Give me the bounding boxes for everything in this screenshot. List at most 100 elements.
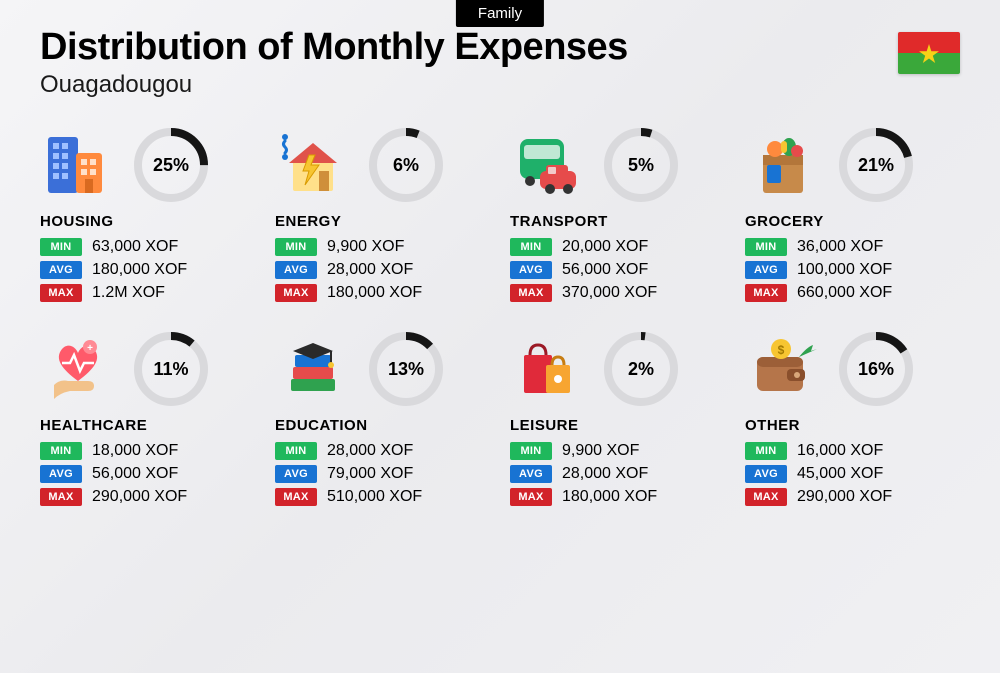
min-value: 16,000 XOF — [797, 442, 883, 460]
min-tag: MIN — [40, 238, 82, 256]
stat-max: MAX 180,000 XOF — [510, 488, 725, 506]
avg-tag: AVG — [40, 465, 82, 483]
stat-max: MAX 290,000 XOF — [40, 488, 255, 506]
min-value: 18,000 XOF — [92, 442, 178, 460]
percent-label: 6% — [369, 128, 443, 202]
max-tag: MAX — [745, 284, 787, 302]
bus-car-icon — [510, 127, 586, 203]
page-title: Distribution of Monthly Expenses — [40, 26, 628, 69]
percent-donut: 5% — [604, 128, 678, 202]
heart-hand-icon: + — [40, 331, 116, 407]
stat-min: MIN 9,900 XOF — [275, 238, 490, 256]
avg-tag: AVG — [275, 465, 317, 483]
max-tag: MAX — [745, 488, 787, 506]
svg-text:+: + — [87, 343, 93, 354]
page-subtitle: Ouagadougou — [40, 71, 628, 99]
card-top: 5% — [510, 127, 725, 203]
percent-label: 11% — [134, 332, 208, 406]
max-value: 180,000 XOF — [327, 284, 422, 302]
max-tag: MAX — [40, 284, 82, 302]
avg-tag: AVG — [745, 261, 787, 279]
max-value: 1.2M XOF — [92, 284, 165, 302]
card-top: 21% — [745, 127, 960, 203]
category-card-healthcare: + 11% HEALTHCARE MIN 18,000 XOF AVG 56,0… — [40, 331, 255, 511]
category-name: TRANSPORT — [510, 213, 725, 230]
category-card-education: 13% EDUCATION MIN 28,000 XOF AVG 79,000 … — [275, 331, 490, 511]
grad-books-icon — [275, 331, 351, 407]
category-name: HEALTHCARE — [40, 417, 255, 434]
stat-avg: AVG 79,000 XOF — [275, 465, 490, 483]
avg-value: 28,000 XOF — [327, 261, 413, 279]
max-tag: MAX — [40, 488, 82, 506]
avg-tag: AVG — [745, 465, 787, 483]
avg-value: 79,000 XOF — [327, 465, 413, 483]
grocery-bag-icon — [745, 127, 821, 203]
stat-max: MAX 510,000 XOF — [275, 488, 490, 506]
category-card-housing: 25% HOUSING MIN 63,000 XOF AVG 180,000 X… — [40, 127, 255, 307]
max-value: 510,000 XOF — [327, 488, 422, 506]
wallet-arrow-icon: $ — [745, 331, 821, 407]
percent-label: 2% — [604, 332, 678, 406]
min-value: 9,900 XOF — [562, 442, 639, 460]
category-card-grocery: 21% GROCERY MIN 36,000 XOF AVG 100,000 X… — [745, 127, 960, 307]
max-value: 290,000 XOF — [797, 488, 892, 506]
categories-grid: 25% HOUSING MIN 63,000 XOF AVG 180,000 X… — [40, 127, 960, 511]
stat-avg: AVG 45,000 XOF — [745, 465, 960, 483]
card-top: 2% — [510, 331, 725, 407]
min-value: 63,000 XOF — [92, 238, 178, 256]
top-badge: Family — [456, 0, 544, 27]
avg-tag: AVG — [275, 261, 317, 279]
category-name: EDUCATION — [275, 417, 490, 434]
house-bolt-icon — [275, 127, 351, 203]
percent-label: 21% — [839, 128, 913, 202]
category-card-transport: 5% TRANSPORT MIN 20,000 XOF AVG 56,000 X… — [510, 127, 725, 307]
percent-donut: 6% — [369, 128, 443, 202]
stat-max: MAX 1.2M XOF — [40, 284, 255, 302]
category-name: OTHER — [745, 417, 960, 434]
category-name: LEISURE — [510, 417, 725, 434]
stat-min: MIN 36,000 XOF — [745, 238, 960, 256]
avg-value: 56,000 XOF — [92, 465, 178, 483]
avg-value: 56,000 XOF — [562, 261, 648, 279]
percent-donut: 21% — [839, 128, 913, 202]
min-value: 20,000 XOF — [562, 238, 648, 256]
stat-min: MIN 20,000 XOF — [510, 238, 725, 256]
avg-tag: AVG — [510, 465, 552, 483]
stat-avg: AVG 28,000 XOF — [275, 261, 490, 279]
max-value: 660,000 XOF — [797, 284, 892, 302]
min-tag: MIN — [745, 238, 787, 256]
category-card-leisure: 2% LEISURE MIN 9,900 XOF AVG 28,000 XOF … — [510, 331, 725, 511]
percent-donut: 13% — [369, 332, 443, 406]
avg-tag: AVG — [40, 261, 82, 279]
max-tag: MAX — [510, 488, 552, 506]
max-value: 180,000 XOF — [562, 488, 657, 506]
percent-donut: 16% — [839, 332, 913, 406]
buildings-icon — [40, 127, 116, 203]
stat-avg: AVG 28,000 XOF — [510, 465, 725, 483]
stat-avg: AVG 56,000 XOF — [510, 261, 725, 279]
percent-donut: 2% — [604, 332, 678, 406]
stat-avg: AVG 100,000 XOF — [745, 261, 960, 279]
shopping-bags-icon — [510, 331, 586, 407]
min-value: 9,900 XOF — [327, 238, 404, 256]
category-name: GROCERY — [745, 213, 960, 230]
max-value: 290,000 XOF — [92, 488, 187, 506]
percent-label: 16% — [839, 332, 913, 406]
stat-min: MIN 16,000 XOF — [745, 442, 960, 460]
avg-tag: AVG — [510, 261, 552, 279]
min-tag: MIN — [275, 442, 317, 460]
stat-min: MIN 63,000 XOF — [40, 238, 255, 256]
percent-donut: 11% — [134, 332, 208, 406]
max-tag: MAX — [510, 284, 552, 302]
min-value: 36,000 XOF — [797, 238, 883, 256]
category-card-other: $ 16% OTHER MIN 16,000 XOF AVG 45,000 XO… — [745, 331, 960, 511]
card-top: $ 16% — [745, 331, 960, 407]
stat-min: MIN 9,900 XOF — [510, 442, 725, 460]
card-top: 13% — [275, 331, 490, 407]
min-tag: MIN — [745, 442, 787, 460]
stat-max: MAX 370,000 XOF — [510, 284, 725, 302]
flag-burkina-faso — [898, 32, 960, 74]
max-value: 370,000 XOF — [562, 284, 657, 302]
category-name: HOUSING — [40, 213, 255, 230]
card-top: + 11% — [40, 331, 255, 407]
